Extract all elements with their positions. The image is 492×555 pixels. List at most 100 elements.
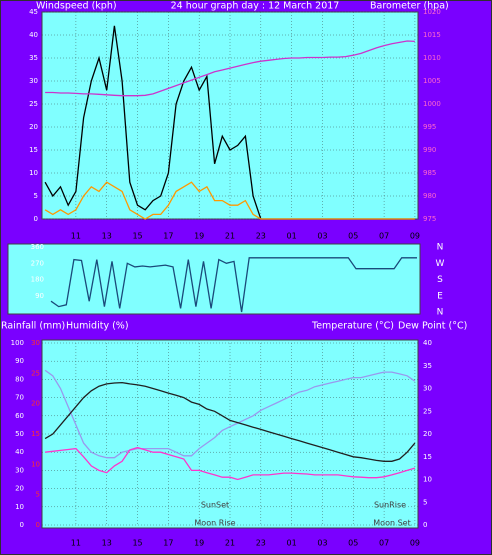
y3-tick-label: 30 <box>31 339 40 347</box>
y-tick-label: 40 <box>29 31 38 39</box>
y2-tick-label: 10 <box>423 476 432 484</box>
direction-label: N <box>437 243 444 253</box>
y-tick-label: 30 <box>15 466 24 474</box>
y2-tick-label: 1010 <box>423 54 441 62</box>
series-line <box>50 257 417 313</box>
x-tick-label: 07 <box>379 232 389 241</box>
y2-tick-label: 980 <box>423 192 436 200</box>
plot-area <box>41 11 419 220</box>
x-tick-label: 17 <box>163 539 173 548</box>
direction-label: E <box>437 291 443 301</box>
x-tick-label: 03 <box>317 539 327 548</box>
x-tick-label: 11 <box>71 539 81 548</box>
direction-label: S <box>437 275 443 285</box>
x-tick-label: 11 <box>71 232 81 241</box>
y-tick-label: 360 <box>31 243 44 251</box>
series-line <box>44 181 415 220</box>
x-tick-label: 19 <box>194 539 204 548</box>
wind-axis-label: Windspeed (kph) <box>36 1 117 12</box>
dew-axis-label: Dew Point (°C) <box>398 321 467 332</box>
annotation: Moon Set <box>373 519 410 528</box>
annotation: SunRise <box>374 501 406 510</box>
y-tick-label: 10 <box>15 503 24 511</box>
y2-tick-label: 5 <box>423 498 427 506</box>
y2-tick-label: 990 <box>423 146 436 154</box>
x-tick-label: 21 <box>225 232 235 241</box>
annotation: Moon Rise <box>194 519 235 528</box>
y2-tick-label: 0 <box>423 521 427 529</box>
y3-tick-label: 10 <box>31 460 40 468</box>
x-tick-label: 13 <box>102 539 112 548</box>
y2-tick-label: 15 <box>423 453 432 461</box>
y-tick-label: 35 <box>29 54 38 62</box>
x-tick-label: 07 <box>379 539 389 548</box>
y2-tick-label: 1000 <box>423 100 441 108</box>
y-tick-label: 100 <box>11 339 24 347</box>
y2-tick-label: 985 <box>423 169 436 177</box>
y-tick-label: 80 <box>15 375 24 383</box>
y-tick-label: 0 <box>34 215 38 223</box>
y3-tick-label: 0 <box>36 521 40 529</box>
x-tick-label: 05 <box>348 232 358 241</box>
y-tick-label: 5 <box>34 192 38 200</box>
y2-tick-label: 1015 <box>423 31 441 39</box>
y-tick-label: 20 <box>15 485 24 493</box>
baro-axis-label: Barometer (hpa) <box>370 1 449 12</box>
y-tick-label: 10 <box>29 169 38 177</box>
series-line <box>44 369 416 459</box>
x-tick-label: 17 <box>163 232 173 241</box>
y3-tick-label: 20 <box>31 400 40 408</box>
x-tick-label: 01 <box>287 539 297 548</box>
x-tick-label: 15 <box>132 539 142 548</box>
x-tick-label: 05 <box>348 539 358 548</box>
rain-axis-label: Rainfall (mm) <box>1 321 65 332</box>
y3-tick-label: 25 <box>31 369 40 377</box>
chart-title: 24 hour graph day : 12 March 2017 <box>171 1 340 12</box>
y-tick-label: 25 <box>29 100 38 108</box>
plot-area <box>7 243 421 315</box>
y-tick-label: 30 <box>29 77 38 85</box>
x-tick-label: 03 <box>317 232 327 241</box>
y-tick-label: 0 <box>20 521 24 529</box>
y-tick-label: 70 <box>15 394 24 402</box>
y2-tick-label: 995 <box>423 123 436 131</box>
y-tick-label: 270 <box>31 259 44 267</box>
y-tick-label: 90 <box>35 292 44 300</box>
y-tick-label: 45 <box>29 8 38 16</box>
series-line <box>45 446 416 481</box>
x-tick-label: 13 <box>102 232 112 241</box>
x-tick-label: 09 <box>410 232 420 241</box>
y-tick-label: 60 <box>15 412 24 420</box>
y2-tick-label: 1020 <box>423 8 441 16</box>
x-tick-label: 01 <box>287 232 297 241</box>
direction-label: N <box>437 308 444 318</box>
x-tick-label: 23 <box>256 232 266 241</box>
y2-tick-label: 40 <box>423 339 432 347</box>
annotation: SunSet <box>201 501 229 510</box>
temp-axis-label: Temperature (°C) <box>311 321 394 332</box>
series-line <box>45 40 415 97</box>
x-tick-label: 09 <box>410 539 420 548</box>
y-tick-label: 20 <box>29 123 38 131</box>
y2-tick-label: 20 <box>423 430 432 438</box>
y2-tick-label: 1005 <box>423 77 441 85</box>
y2-tick-label: 975 <box>423 215 436 223</box>
x-tick-label: 19 <box>194 232 204 241</box>
x-tick-label: 21 <box>225 539 235 548</box>
humidity-axis-label: Humidity (%) <box>66 321 129 332</box>
y-tick-label: 90 <box>15 357 24 365</box>
direction-label: W <box>436 259 445 269</box>
y2-tick-label: 30 <box>423 385 432 393</box>
x-tick-label: 23 <box>256 539 266 548</box>
y3-tick-label: 5 <box>36 491 40 499</box>
series-line <box>44 381 416 462</box>
y-tick-label: 40 <box>15 448 24 456</box>
y2-tick-label: 35 <box>423 362 432 370</box>
y-tick-label: 180 <box>31 276 44 284</box>
x-tick-label: 15 <box>132 232 142 241</box>
y-tick-label: 15 <box>29 146 38 154</box>
y2-tick-label: 25 <box>423 407 432 415</box>
y-tick-label: 50 <box>15 430 24 438</box>
